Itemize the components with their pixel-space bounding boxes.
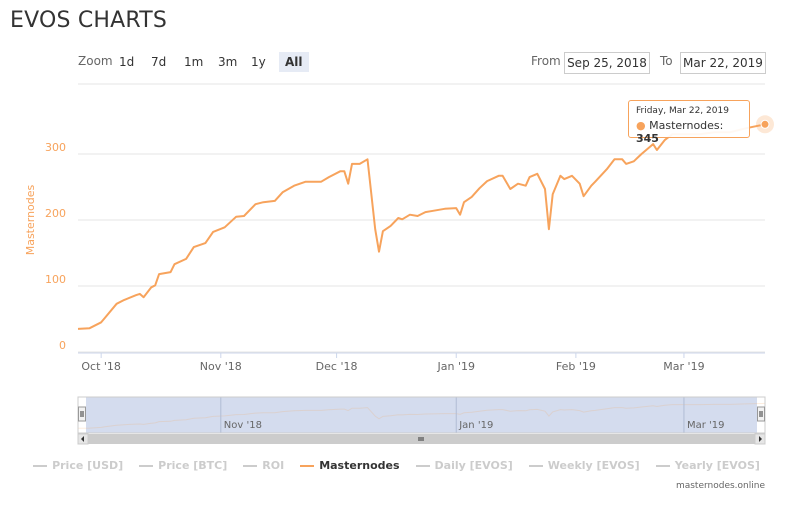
legend-item[interactable]: Yearly [EVOS]	[655, 459, 760, 472]
legend-label: ROI	[262, 459, 285, 472]
legend: Price [USD] Price [BTC] ROI Masternodes Dail…	[0, 459, 793, 472]
legend-item[interactable]: Daily [EVOS]	[415, 459, 513, 472]
x-tick-label: Jan '19	[436, 360, 474, 373]
zoom-button[interactable]: 1y	[251, 55, 266, 69]
navigator-label: Nov '18	[224, 420, 262, 431]
legend-symbol	[243, 464, 258, 467]
y-axis-title: Masternodes	[24, 184, 37, 255]
legend-item[interactable]: Weekly [EVOS]	[528, 459, 640, 472]
legend-label: Masternodes	[319, 459, 400, 472]
navigator-mask	[86, 397, 757, 433]
legend-symbol	[528, 464, 543, 467]
zoom-button[interactable]: 1d	[119, 55, 135, 69]
tooltip-row: ● Masternodes 345	[636, 119, 742, 145]
page-title: EVOS CHARTS	[10, 8, 168, 33]
y-tick-label: 100	[45, 273, 66, 286]
tooltip: Friday, Mar 22, 2019 ● Masternodes 345	[628, 100, 750, 145]
x-tick-label: Mar '19	[663, 360, 704, 373]
zoom-button[interactable]: All	[279, 52, 309, 72]
legend-label: Price [BTC]	[158, 459, 228, 472]
navigator-label: Jan '19	[458, 420, 493, 431]
legend-item[interactable]: ROI	[243, 459, 284, 472]
tooltip-value: 345	[636, 132, 659, 145]
zoom-label: Zoom	[78, 54, 113, 68]
legend-item[interactable]: Masternodes	[300, 459, 400, 472]
zoom-button[interactable]: 3m	[218, 55, 238, 69]
legend-label: Price [USD]	[52, 459, 124, 472]
legend-symbol	[139, 464, 154, 467]
y-tick-label: 300	[45, 141, 66, 154]
legend-symbol	[415, 464, 430, 467]
legend-label: Yearly [EVOS]	[674, 459, 760, 472]
x-tick-label: Oct '18	[81, 360, 121, 373]
zoom-button[interactable]: 7d	[151, 55, 167, 69]
navigator-label: Mar '19	[687, 420, 725, 431]
scroll-arrow	[759, 436, 762, 442]
x-tick-label: Dec '18	[316, 360, 358, 373]
x-tick-label: Nov '18	[200, 360, 242, 373]
x-tick-label: Feb '19	[556, 360, 596, 373]
tooltip-date: Friday, Mar 22, 2019	[636, 106, 729, 116]
legend-item[interactable]: Price [BTC]	[139, 459, 227, 472]
credit: masternodes.online	[675, 481, 765, 491]
from-label: From	[531, 54, 561, 68]
scroll-arrow	[81, 436, 84, 442]
y-tick-label: 200	[45, 207, 66, 220]
zoom-button[interactable]: 1m	[184, 55, 204, 69]
legend-label: Weekly [EVOS]	[547, 459, 640, 472]
y-tick-label: 0	[59, 339, 66, 352]
to-input[interactable]: Mar 22, 2019	[680, 52, 766, 74]
from-input[interactable]: Sep 25, 2018	[564, 52, 650, 74]
line-series	[77, 123, 766, 330]
navigator-series	[77, 402, 766, 429]
legend-item[interactable]: Price [USD]	[33, 459, 123, 472]
hover-point	[760, 119, 770, 129]
navigator-handle[interactable]	[78, 406, 86, 422]
to-label: To	[660, 54, 673, 68]
legend-symbol	[300, 464, 315, 467]
tooltip-dot: ●	[636, 119, 646, 132]
navigator-handle[interactable]	[757, 406, 765, 422]
legend-label: Daily [EVOS]	[434, 459, 513, 472]
legend-symbol	[655, 464, 670, 467]
legend-symbol	[33, 464, 48, 467]
tooltip-series: Masternodes	[649, 119, 723, 132]
